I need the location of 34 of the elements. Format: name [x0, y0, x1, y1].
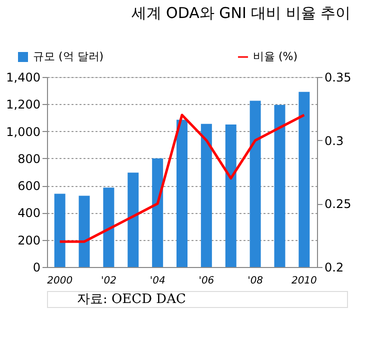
x-tick-label: 2000: [47, 276, 73, 286]
text: 자료: OECD DAC: [77, 292, 186, 307]
x-tick-label: '06: [198, 276, 214, 286]
y-tick-label: 0: [32, 260, 40, 274]
bar: [274, 104, 286, 267]
bar: [298, 92, 310, 267]
legend-label: 규모 (억 달러): [33, 50, 104, 63]
x-tick-label: '04: [150, 276, 166, 286]
bar: [176, 120, 188, 267]
line-series: [58, 114, 306, 243]
bar: [152, 158, 164, 267]
bar: [78, 196, 90, 267]
y2-tick-label: 0.25: [324, 197, 352, 212]
x-tick-label: 2010: [291, 276, 317, 286]
y2-tick-label: 0.3: [324, 134, 344, 148]
bar: [103, 188, 114, 267]
x-tick-label: '08: [248, 276, 264, 286]
y2-tick-label: 0.35: [324, 70, 352, 84]
y-tick-label: 600: [18, 179, 40, 194]
y-tick-label: 1,200: [6, 98, 40, 112]
bar: [128, 172, 139, 267]
bar: [225, 124, 236, 267]
bar: [250, 100, 261, 267]
y-tick-label: 1,000: [6, 124, 40, 139]
bar: [200, 124, 212, 267]
y-tick-label: 400: [18, 206, 40, 220]
bar: [54, 194, 66, 267]
y-tick-label: 200: [18, 233, 40, 248]
legend-label: 비율 (%): [253, 50, 298, 63]
y2-tick-label: 0.2: [324, 260, 344, 274]
x-tick-label: '02: [100, 276, 116, 286]
chart-title: 세계 ODA와 GNI 대비 비율 추이: [131, 4, 351, 22]
y-tick-label: 1,400: [6, 70, 40, 84]
y-tick-label: 800: [18, 152, 40, 166]
